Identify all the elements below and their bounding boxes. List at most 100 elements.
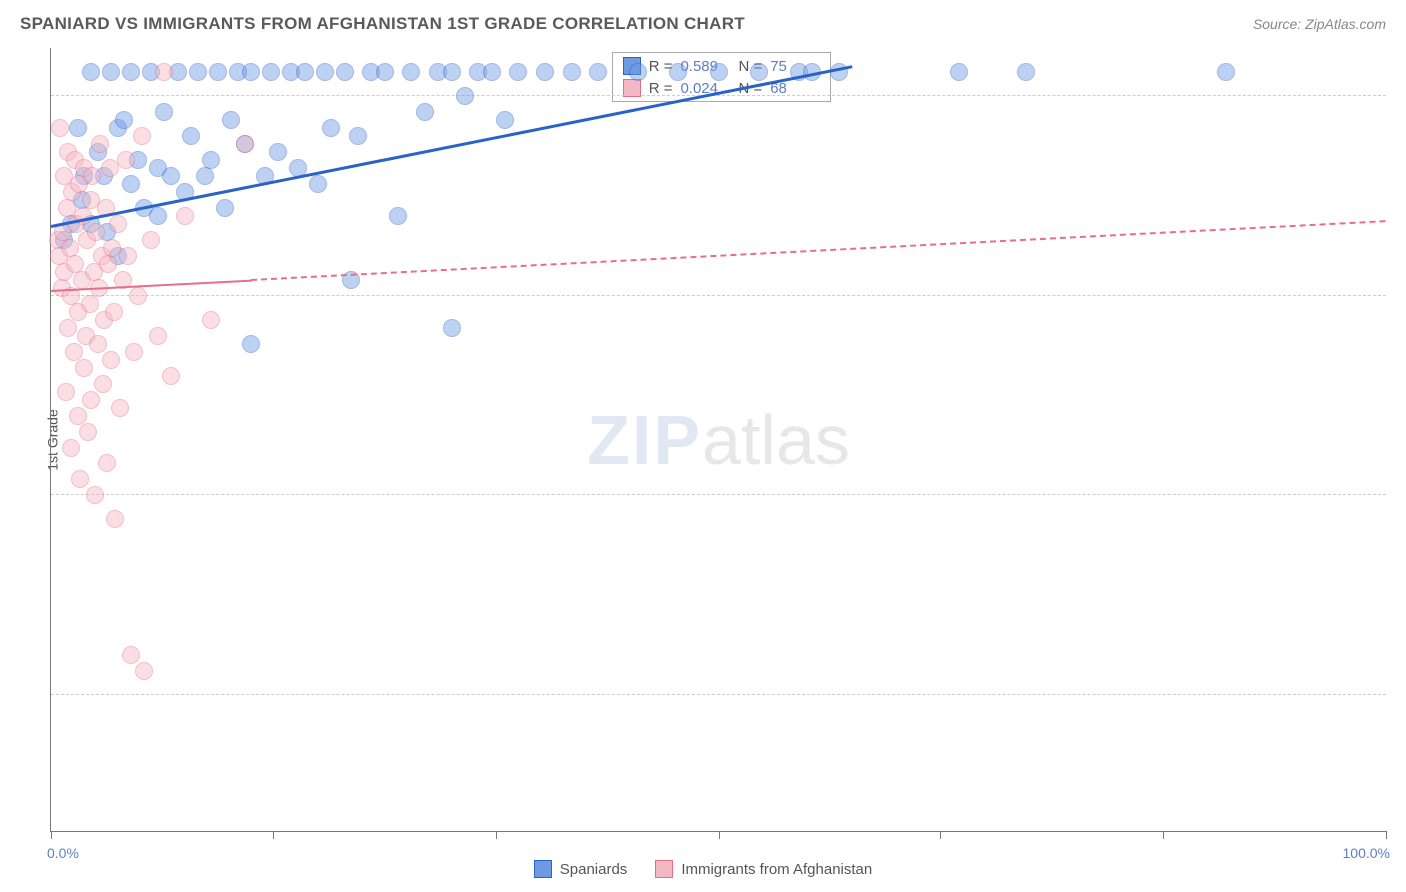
y-tick-label: 97.5% <box>1396 272 1406 288</box>
data-point <box>202 311 220 329</box>
data-point <box>242 63 260 81</box>
data-point <box>82 391 100 409</box>
x-tick-label: 0.0% <box>47 845 79 861</box>
x-tick <box>273 831 274 839</box>
legend-item: Spaniards <box>534 860 628 878</box>
source-label: Source: ZipAtlas.com <box>1253 16 1386 32</box>
data-point <box>149 207 167 225</box>
data-point <box>102 351 120 369</box>
data-point <box>669 63 687 81</box>
data-point <box>589 63 607 81</box>
data-point <box>82 63 100 81</box>
legend-swatch <box>655 860 673 878</box>
data-point <box>62 439 80 457</box>
data-point <box>456 87 474 105</box>
y-tick-label: 100.0% <box>1396 72 1406 88</box>
data-point <box>563 63 581 81</box>
data-point <box>119 247 137 265</box>
trend-line <box>51 65 853 228</box>
legend-label: Immigrants from Afghanistan <box>681 861 872 878</box>
legend-label: Spaniards <box>560 861 628 878</box>
gridline <box>51 694 1386 695</box>
data-point <box>443 63 461 81</box>
data-point <box>155 63 173 81</box>
data-point <box>269 143 287 161</box>
data-point <box>322 119 340 137</box>
data-point <box>222 111 240 129</box>
data-point <box>106 510 124 528</box>
data-point <box>189 63 207 81</box>
data-point <box>111 399 129 417</box>
data-point <box>750 63 768 81</box>
data-point <box>57 383 75 401</box>
data-point <box>122 175 140 193</box>
data-point <box>142 231 160 249</box>
data-point <box>51 119 69 137</box>
data-point <box>133 127 151 145</box>
data-point <box>950 63 968 81</box>
data-point <box>509 63 527 81</box>
data-point <box>102 63 120 81</box>
x-tick <box>1386 831 1387 839</box>
legend-item: Immigrants from Afghanistan <box>655 860 872 878</box>
data-point <box>129 287 147 305</box>
data-point <box>202 151 220 169</box>
watermark: ZIPatlas <box>587 400 850 480</box>
data-point <box>236 135 254 153</box>
data-point <box>416 103 434 121</box>
data-point <box>59 319 77 337</box>
data-point <box>162 167 180 185</box>
data-point <box>155 103 173 121</box>
data-point <box>69 119 87 137</box>
data-point <box>209 63 227 81</box>
data-point <box>296 63 314 81</box>
plot-area: 1st Grade ZIPatlas R =0.589N =75R =0.024… <box>50 48 1386 832</box>
data-point <box>87 223 105 241</box>
y-tick-label: 95.0% <box>1396 471 1406 487</box>
data-point <box>135 662 153 680</box>
trend-line <box>251 220 1386 281</box>
gridline <box>51 494 1386 495</box>
data-point <box>242 335 260 353</box>
data-point <box>496 111 514 129</box>
x-tick-label: 100.0% <box>1343 845 1390 861</box>
data-point <box>75 359 93 377</box>
gridline <box>51 295 1386 296</box>
data-point <box>402 63 420 81</box>
x-tick <box>719 831 720 839</box>
data-point <box>109 215 127 233</box>
data-point <box>1017 63 1035 81</box>
x-tick <box>51 831 52 839</box>
data-point <box>89 335 107 353</box>
x-tick <box>1163 831 1164 839</box>
data-point <box>176 207 194 225</box>
data-point <box>710 63 728 81</box>
series-legend: Spaniards Immigrants from Afghanistan <box>0 860 1406 878</box>
data-point <box>117 151 135 169</box>
data-point <box>86 486 104 504</box>
data-point <box>196 167 214 185</box>
r-label: R = <box>649 80 673 97</box>
data-point <box>99 255 117 273</box>
data-point <box>105 303 123 321</box>
gridline <box>51 95 1386 96</box>
data-point <box>162 367 180 385</box>
data-point <box>336 63 354 81</box>
data-point <box>316 63 334 81</box>
x-tick <box>496 831 497 839</box>
data-point <box>309 175 327 193</box>
data-point <box>65 343 83 361</box>
data-point <box>536 63 554 81</box>
data-point <box>69 407 87 425</box>
data-point <box>376 63 394 81</box>
data-point <box>443 319 461 337</box>
data-point <box>349 127 367 145</box>
data-point <box>629 63 647 81</box>
data-point <box>81 295 99 313</box>
data-point <box>98 454 116 472</box>
data-point <box>216 199 234 217</box>
data-point <box>389 207 407 225</box>
data-point <box>149 327 167 345</box>
data-point <box>71 470 89 488</box>
data-point <box>262 63 280 81</box>
